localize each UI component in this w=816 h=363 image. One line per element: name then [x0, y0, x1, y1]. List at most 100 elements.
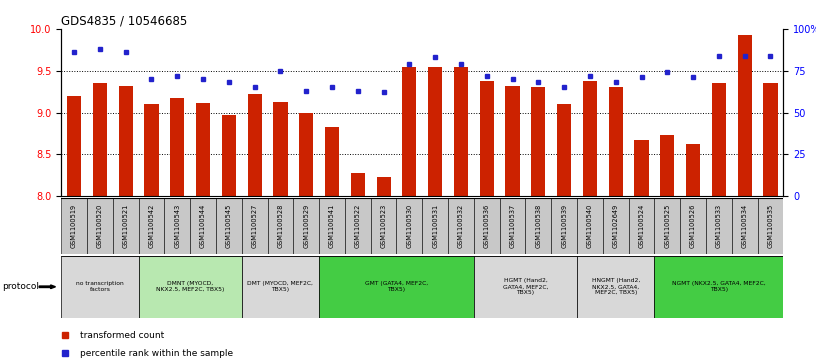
Text: GSM1100544: GSM1100544 [200, 204, 206, 248]
Text: GSM1100540: GSM1100540 [587, 204, 593, 248]
Text: GSM1100535: GSM1100535 [768, 204, 774, 248]
Bar [654, 256, 783, 318]
Text: NGMT (NKX2.5, GATA4, MEF2C,
TBX5): NGMT (NKX2.5, GATA4, MEF2C, TBX5) [672, 281, 765, 292]
Bar [577, 198, 603, 254]
Text: percentile rank within the sample: percentile rank within the sample [80, 349, 233, 358]
Bar [583, 81, 597, 196]
Bar [654, 198, 681, 254]
Bar [738, 35, 752, 196]
Bar [526, 198, 552, 254]
Text: GSM1100538: GSM1100538 [535, 204, 541, 248]
Text: GSM1100523: GSM1100523 [380, 204, 387, 248]
Bar [139, 256, 242, 318]
Text: HNGMT (Hand2,
NKX2.5, GATA4,
MEF2C, TBX5): HNGMT (Hand2, NKX2.5, GATA4, MEF2C, TBX5… [592, 278, 640, 295]
Text: GMT (GATA4, MEF2C,
TBX5): GMT (GATA4, MEF2C, TBX5) [365, 281, 428, 292]
Bar [634, 140, 649, 196]
Bar [480, 81, 494, 196]
Text: GSM1100541: GSM1100541 [329, 204, 335, 248]
Text: GSM1100532: GSM1100532 [458, 204, 464, 248]
Bar [293, 198, 319, 254]
Text: GSM1100522: GSM1100522 [355, 204, 361, 248]
Bar [628, 198, 654, 254]
Bar [557, 104, 571, 196]
Text: GSM1100521: GSM1100521 [122, 204, 129, 248]
Text: GSM1100520: GSM1100520 [97, 204, 103, 248]
Bar [196, 102, 211, 196]
Text: GSM1100527: GSM1100527 [251, 204, 258, 248]
Text: GSM1100528: GSM1100528 [277, 204, 283, 248]
Bar [93, 83, 107, 196]
Bar [87, 198, 113, 254]
Bar [118, 86, 133, 196]
Text: transformed count: transformed count [80, 331, 164, 340]
Bar [61, 256, 139, 318]
Bar [299, 113, 313, 196]
Text: GSM1100530: GSM1100530 [406, 204, 412, 248]
Text: DMNT (MYOCD,
NKX2.5, MEF2C, TBX5): DMNT (MYOCD, NKX2.5, MEF2C, TBX5) [156, 281, 224, 292]
Bar [474, 256, 577, 318]
Bar [609, 87, 623, 196]
Bar [706, 198, 732, 254]
Bar [67, 96, 81, 196]
Text: GSM1100534: GSM1100534 [742, 204, 747, 248]
Bar [712, 83, 726, 196]
Bar [681, 198, 706, 254]
Text: GSM1100533: GSM1100533 [716, 204, 722, 248]
Text: GSM1100529: GSM1100529 [304, 204, 309, 248]
Text: GSM1100524: GSM1100524 [638, 204, 645, 248]
Text: HGMT (Hand2,
GATA4, MEF2C,
TBX5): HGMT (Hand2, GATA4, MEF2C, TBX5) [503, 278, 548, 295]
Bar [686, 144, 700, 196]
Bar [144, 104, 158, 196]
Bar [454, 68, 468, 196]
Bar [402, 68, 416, 196]
Bar [268, 198, 293, 254]
Bar [474, 198, 499, 254]
Bar [171, 98, 184, 196]
Bar [345, 198, 370, 254]
Text: GSM1100531: GSM1100531 [432, 204, 438, 248]
Bar [319, 256, 474, 318]
Bar [139, 198, 164, 254]
Text: GSM1100526: GSM1100526 [690, 204, 696, 248]
Bar [552, 198, 577, 254]
Text: GSM1100543: GSM1100543 [175, 204, 180, 248]
Text: no transcription
factors: no transcription factors [76, 281, 124, 292]
Bar [247, 94, 262, 196]
Bar [216, 198, 242, 254]
Bar [242, 198, 268, 254]
Bar [370, 198, 397, 254]
Bar [499, 198, 526, 254]
Bar [660, 135, 674, 196]
Text: GSM1100519: GSM1100519 [71, 204, 77, 248]
Bar [164, 198, 190, 254]
Bar [577, 256, 654, 318]
Text: GSM1100539: GSM1100539 [561, 204, 567, 248]
Bar [428, 66, 442, 196]
Bar [757, 198, 783, 254]
Text: GSM1100545: GSM1100545 [226, 204, 232, 248]
Bar [273, 102, 287, 196]
Bar [113, 198, 139, 254]
Bar [764, 83, 778, 196]
Bar [531, 87, 545, 196]
Bar [222, 115, 236, 196]
Text: DMT (MYOCD, MEF2C,
TBX5): DMT (MYOCD, MEF2C, TBX5) [247, 281, 313, 292]
Bar [325, 127, 339, 196]
Text: GDS4835 / 10546685: GDS4835 / 10546685 [61, 15, 188, 28]
Text: protocol: protocol [2, 282, 38, 291]
Bar [732, 198, 757, 254]
Text: GSM1100536: GSM1100536 [484, 204, 490, 248]
Bar [61, 198, 87, 254]
Text: GSM1100537: GSM1100537 [509, 204, 516, 248]
Bar [505, 86, 520, 196]
Bar [448, 198, 474, 254]
Text: GSM1100525: GSM1100525 [664, 204, 670, 248]
Bar [351, 173, 365, 196]
Bar [242, 256, 319, 318]
Text: GSM1100542: GSM1100542 [149, 204, 154, 248]
Bar [603, 198, 628, 254]
Text: GSM1102649: GSM1102649 [613, 204, 619, 248]
Bar [376, 177, 391, 196]
Bar [319, 198, 345, 254]
Bar [190, 198, 216, 254]
